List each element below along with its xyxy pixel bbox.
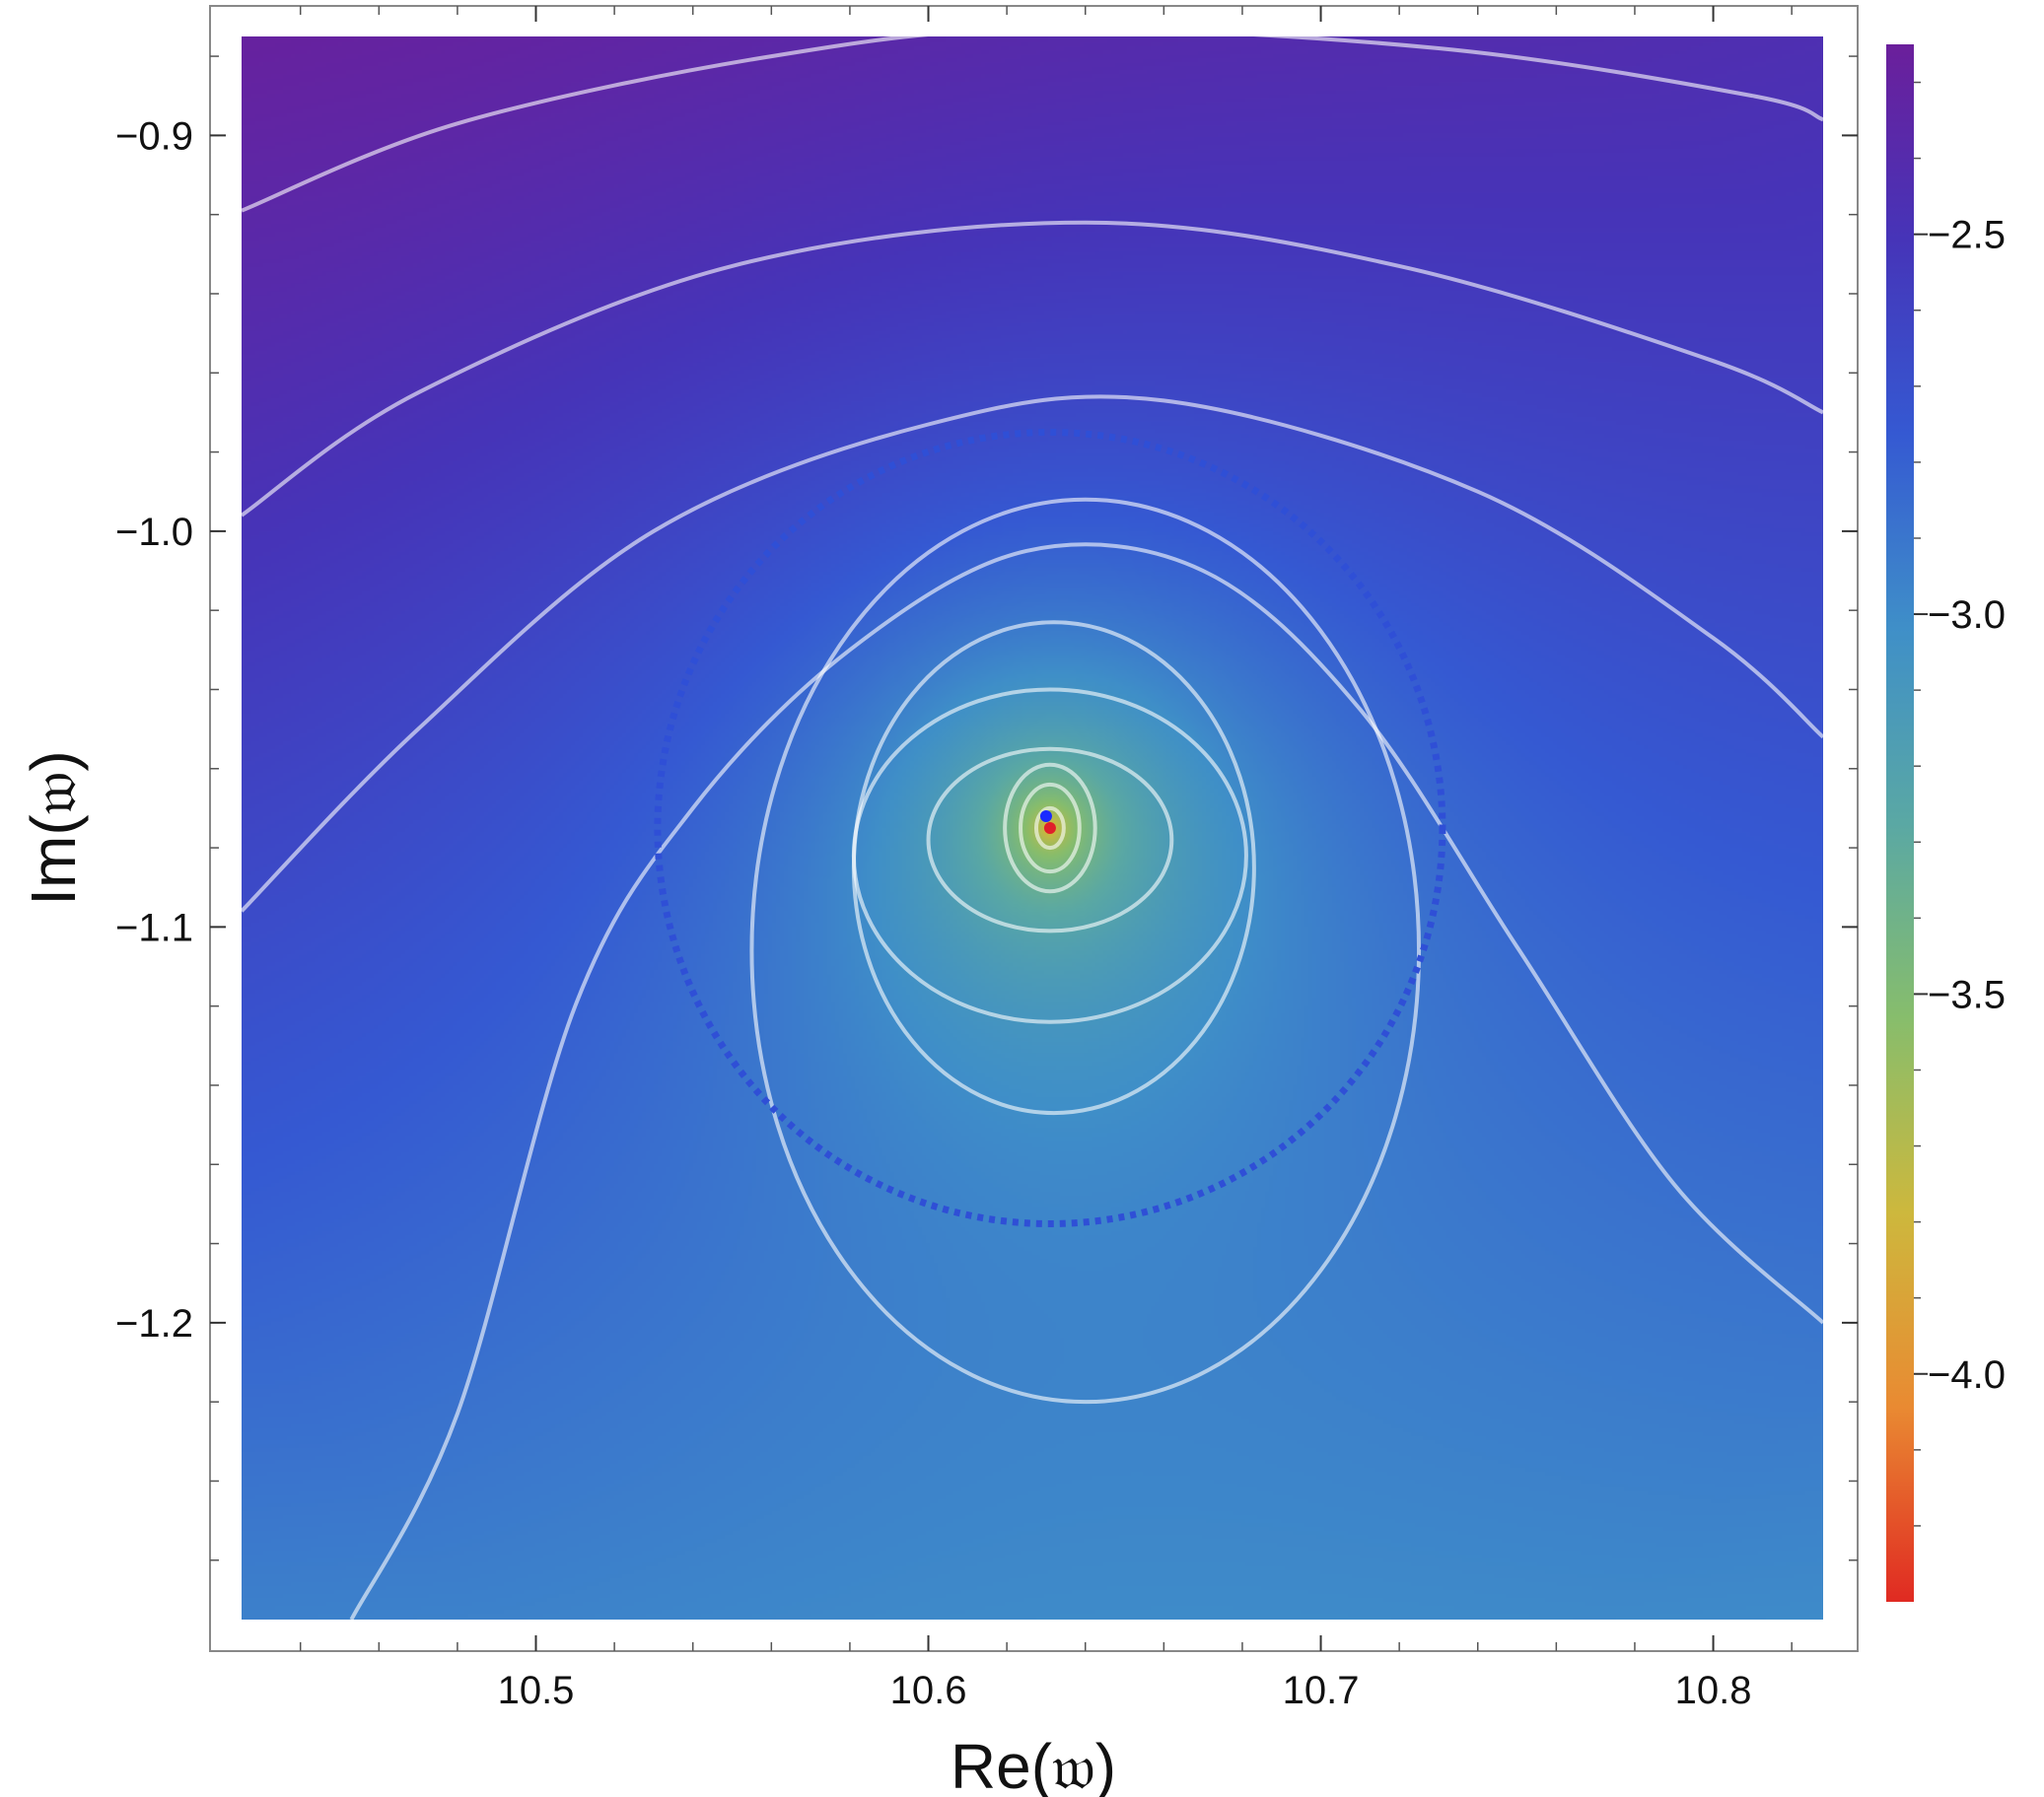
contour-level-7 xyxy=(749,497,1422,1405)
pole-markers xyxy=(1039,809,1056,834)
colorbar-tick-label: −4.0 xyxy=(1928,1353,2006,1397)
y-tick-label: −1.0 xyxy=(115,511,193,554)
colorbar-tick-label: −2.5 xyxy=(1928,214,2006,257)
colorbar-frame xyxy=(1862,6,1874,1651)
heatmap-field xyxy=(242,36,1823,1620)
x-axis-title: Re(𝔴) xyxy=(951,1731,1116,1797)
contour-curve-4 xyxy=(349,542,1823,1620)
colorbar xyxy=(1886,44,1914,1602)
x-tick-label: 10.5 xyxy=(498,1669,575,1712)
contour-curve-3 xyxy=(242,394,1823,913)
pole-marker-2 xyxy=(1043,822,1056,834)
dotted-circle xyxy=(654,429,1446,1227)
colorbar-tick-label: −3.5 xyxy=(1928,973,2006,1016)
contour-curve-1 xyxy=(242,36,1823,213)
dotted-circle-line xyxy=(654,429,1446,1227)
y-axis-title: Im(𝔴) xyxy=(18,750,89,905)
colorbar-ticks: −2.5 −3.0 −3.5 −4.0 xyxy=(1914,81,2006,1527)
plot-frame xyxy=(209,5,1859,1652)
colorbar-tick-label: −3.0 xyxy=(1928,593,2006,637)
contour-level-3 xyxy=(1003,762,1097,894)
contour-curve-2 xyxy=(242,220,1823,518)
x-tick-label: 10.8 xyxy=(1675,1669,1752,1712)
x-tick-label: 10.7 xyxy=(1283,1669,1360,1712)
contour-level-6 xyxy=(851,620,1256,1116)
y-tick-label: −1.2 xyxy=(115,1302,193,1346)
contour-level-2 xyxy=(1019,782,1082,874)
y-axis: −0.9 −1.0 −1.1 −1.2 xyxy=(115,55,1858,1561)
y-tick-label: −0.9 xyxy=(115,114,193,158)
contour-level-4 xyxy=(926,746,1174,933)
y-tick-label: −1.1 xyxy=(115,906,193,949)
contour-level-1 xyxy=(1033,805,1066,851)
x-tick-label: 10.6 xyxy=(890,1669,967,1712)
pole-marker-1 xyxy=(1039,809,1052,822)
x-axis: 10.5 10.6 10.7 10.8 xyxy=(299,6,1793,1712)
contour-lines xyxy=(242,36,1823,1620)
